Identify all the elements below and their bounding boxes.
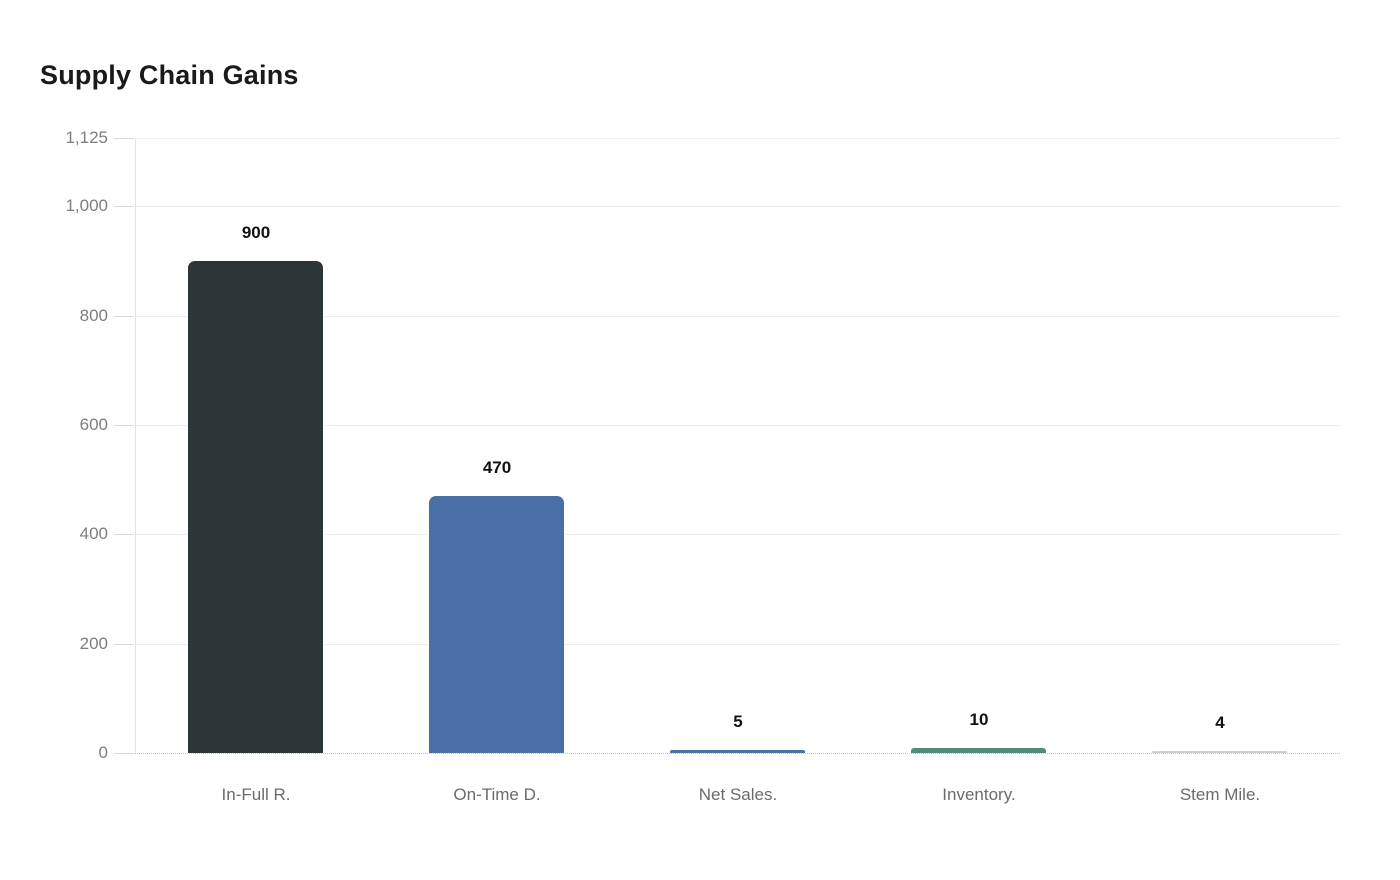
- bar-value-label: 5: [733, 712, 743, 731]
- x-axis-label: Inventory.: [942, 785, 1016, 804]
- x-axis-label: Net Sales.: [698, 785, 778, 804]
- bar-net-sales: [670, 750, 805, 753]
- bar-value-label: 4: [1215, 713, 1225, 732]
- gridline-400: [135, 534, 1340, 535]
- y-axis-tick-label: 1,000: [65, 196, 108, 215]
- y-axis-tick-label: 0: [98, 743, 108, 762]
- bar-on-time-d: [429, 496, 564, 753]
- y-axis-tick-mark: [114, 138, 134, 139]
- bar-value-label: 900: [241, 223, 271, 242]
- y-axis-tick-label: 400: [79, 524, 108, 543]
- bar-inventory: [911, 748, 1046, 753]
- bar-value-label: 10: [969, 710, 989, 729]
- y-axis-tick-label: 1,125: [65, 128, 108, 147]
- y-axis-tick-label: 600: [79, 415, 108, 434]
- y-axis-tick-mark: [114, 644, 134, 645]
- x-axis-label: On-Time D.: [453, 785, 541, 804]
- gridline-600: [135, 425, 1340, 426]
- gridline-200: [135, 644, 1340, 645]
- gridline-0: [135, 753, 1340, 754]
- y-axis-tick-mark: [114, 425, 134, 426]
- y-axis-line: [135, 138, 136, 753]
- y-axis-tick-mark: [114, 534, 134, 535]
- y-axis-tick-mark: [114, 753, 134, 754]
- gridline-1125: [135, 138, 1340, 139]
- x-axis-label: In-Full R.: [221, 785, 291, 804]
- gridline-1000: [135, 206, 1340, 207]
- y-axis-tick-mark: [114, 206, 134, 207]
- y-axis-tick-label: 800: [79, 306, 108, 325]
- bar-stem-mile: [1152, 751, 1287, 753]
- chart-title: Supply Chain Gains: [40, 60, 299, 90]
- gridline-800: [135, 316, 1340, 317]
- y-axis-tick-mark: [114, 316, 134, 317]
- y-axis-tick-label: 200: [79, 634, 108, 653]
- x-axis-label: Stem Mile.: [1179, 785, 1261, 804]
- bar-value-label: 470: [482, 458, 512, 477]
- bar-in-full-r: [188, 261, 323, 753]
